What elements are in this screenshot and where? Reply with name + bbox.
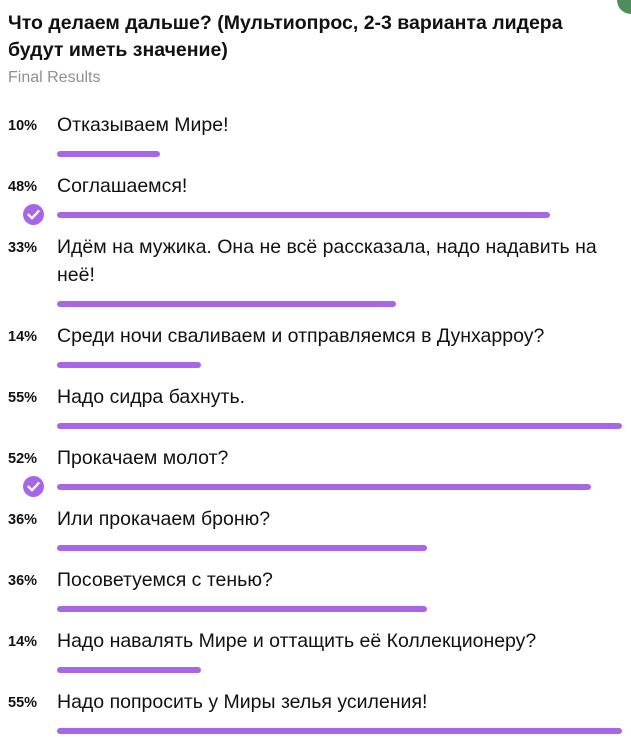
check-icon [23,204,44,225]
option-text: Среди ночи сваливаем и отправляемся в Ду… [57,325,545,347]
option-result-bar [57,484,592,490]
option-percent: 36% [8,573,38,589]
option-result-bar [57,212,551,218]
option-text: Соглашаемся! [57,175,188,197]
poll-status: Final Results [8,69,101,86]
option-result-bar [57,151,160,157]
option-text: Прокачаем молот? [57,447,229,469]
option-percent: 52% [8,451,38,467]
option-result-bar [57,545,427,551]
option-text: Надо навалять Мире и оттащить её Коллекц… [57,630,537,652]
poll-option[interactable]: 36% Или прокачаем броню? [0,505,631,566]
option-percent: 55% [8,695,38,711]
option-percent: 36% [8,512,38,528]
poll-option[interactable]: 52% Прокачаем молот? [0,444,631,505]
option-text: Надо попросить у Миры зелья усиления! [57,691,428,713]
poll-question: Что делаем дальше? (Мультиопрос, 2-3 вар… [8,12,563,61]
avatar [617,0,631,14]
option-text: Отказываем Мире! [57,114,229,136]
option-result-bar [57,667,201,673]
poll-option[interactable]: 55% Надо попросить у Миры зелья усиления… [0,688,631,749]
poll-option[interactable]: 33% Идём на мужика. Она не всё рассказал… [0,233,631,322]
option-text: Идём на мужика. Она не всё рассказала, н… [57,236,597,286]
poll-option[interactable]: 14% Среди ночи сваливаем и отправляемся … [0,322,631,383]
option-percent: 33% [8,240,38,256]
option-percent: 10% [8,118,38,134]
option-text: Или прокачаем броню? [57,508,271,530]
option-result-bar [57,606,427,612]
poll-options: 10% Отказываем Мире! 48% Соглашаемся! 33… [0,111,631,749]
option-percent: 55% [8,390,38,406]
poll-option[interactable]: 10% Отказываем Мире! [0,111,631,172]
option-result-bar [57,362,201,368]
option-text: Посоветуемся с тенью? [57,569,273,591]
option-result-bar [57,301,396,307]
option-result-bar [57,728,622,734]
poll-option[interactable]: 55% Надо сидра бахнуть. [0,383,631,444]
check-icon [23,476,44,497]
option-result-bar [57,423,622,429]
poll-header: Что делаем дальше? (Мультиопрос, 2-3 вар… [8,10,608,87]
option-percent: 14% [8,329,38,345]
option-text: Надо сидра бахнуть. [57,386,246,408]
poll-option[interactable]: 14% Надо навалять Мире и оттащить её Кол… [0,627,631,688]
poll-option[interactable]: 48% Соглашаемся! [0,172,631,233]
poll-option[interactable]: 36% Посоветуемся с тенью? [0,566,631,627]
option-percent: 14% [8,634,38,650]
option-percent: 48% [8,179,38,195]
